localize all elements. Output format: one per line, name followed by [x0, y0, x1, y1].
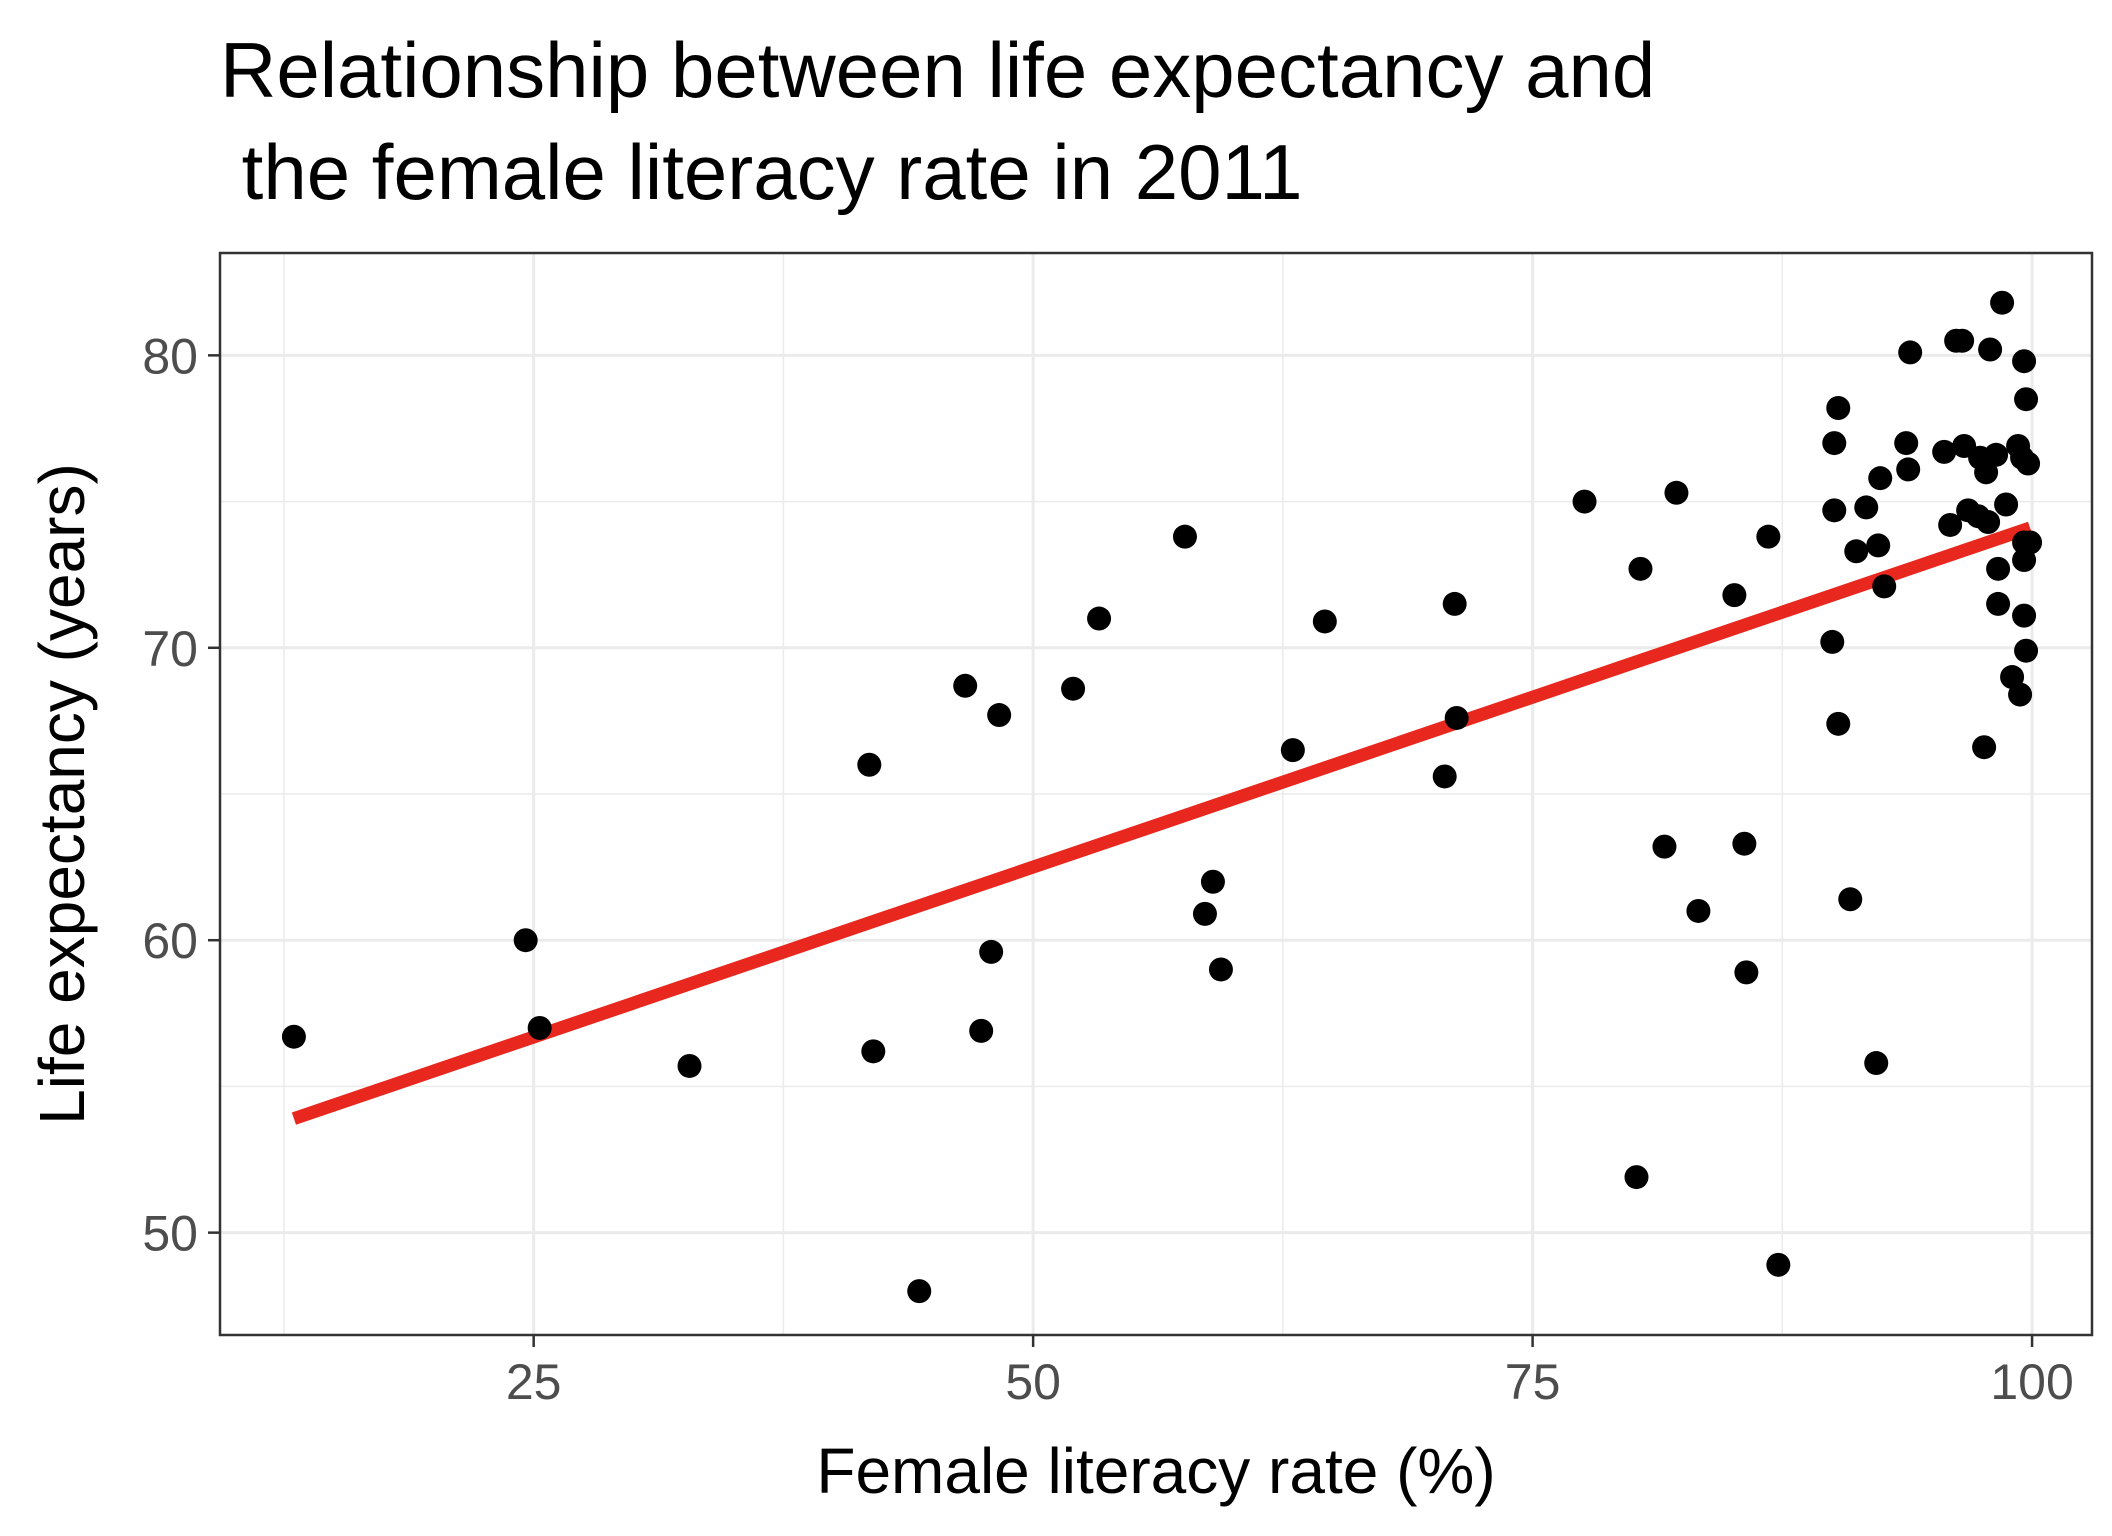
data-point — [1442, 591, 1467, 616]
data-point — [527, 1015, 552, 1040]
data-point — [1664, 480, 1689, 505]
data-point — [1820, 629, 1845, 654]
data-point — [1572, 489, 1597, 514]
data-point — [1444, 705, 1469, 730]
data-point — [677, 1053, 702, 1078]
y-axis-title: Life expectancy (years) — [26, 463, 98, 1125]
data-point — [1986, 591, 2011, 616]
data-point — [1894, 431, 1919, 456]
data-point — [1280, 738, 1305, 763]
data-point — [2018, 530, 2043, 555]
y-tick-label: 50 — [142, 1206, 198, 1262]
minor-gridlines — [220, 253, 2092, 1335]
trend-line — [291, 521, 2033, 1125]
data-point — [2012, 349, 2037, 374]
data-point — [2008, 682, 2033, 707]
data-point — [1896, 457, 1921, 482]
data-point — [1087, 606, 1112, 631]
data-point — [1722, 583, 1747, 608]
data-point — [1766, 1252, 1791, 1277]
data-point — [1826, 711, 1851, 736]
trend-layer — [291, 521, 2033, 1125]
data-point — [1822, 431, 1847, 456]
data-point — [1732, 831, 1757, 856]
data-point — [281, 1024, 306, 1049]
data-point — [1938, 512, 1963, 537]
x-tick-label: 75 — [1505, 1354, 1561, 1410]
data-point — [1844, 539, 1869, 564]
data-point — [1994, 492, 2019, 517]
data-point — [1864, 1051, 1889, 1076]
data-point — [1978, 337, 2003, 362]
data-point — [861, 1039, 886, 1064]
chart-title-line-1: Relationship between life expectancy and — [220, 26, 1655, 114]
data-point — [1192, 901, 1217, 926]
data-point — [1974, 460, 1999, 485]
x-tick-label: 50 — [1005, 1354, 1061, 1410]
data-point — [2016, 451, 2041, 476]
data-point — [1312, 609, 1337, 634]
data-point — [1734, 960, 1759, 985]
data-point — [2012, 603, 2037, 628]
data-point — [1872, 574, 1897, 599]
data-point — [953, 673, 978, 698]
data-point — [1990, 290, 2015, 315]
y-tick-label: 80 — [142, 328, 198, 384]
data-point — [1868, 466, 1893, 491]
data-point — [1854, 495, 1879, 520]
data-point — [1628, 556, 1653, 581]
data-point — [1898, 340, 1923, 365]
data-point — [1984, 442, 2009, 467]
data-point — [979, 939, 1004, 964]
y-tick-label: 70 — [142, 621, 198, 677]
data-point — [513, 928, 538, 953]
data-point — [1432, 764, 1457, 789]
data-point — [907, 1279, 932, 1304]
data-point — [1932, 439, 1957, 464]
data-point — [1976, 510, 2001, 535]
data-point — [1972, 735, 1997, 760]
x-axis-title: Female literacy rate (%) — [816, 1435, 1495, 1507]
data-point — [1866, 533, 1891, 558]
chart-title-line-2: the female literacy rate in 2011 — [220, 128, 1302, 216]
data-point — [1208, 957, 1233, 982]
data-point — [2014, 387, 2039, 412]
data-point — [1826, 395, 1851, 420]
data-point — [1061, 676, 1086, 701]
data-point — [1624, 1165, 1649, 1190]
y-axis-ticks: 50 60 70 80 — [142, 328, 220, 1262]
data-points — [281, 290, 2043, 1304]
data-point — [987, 703, 1012, 728]
data-point — [857, 752, 882, 777]
data-point — [1652, 834, 1677, 859]
data-point — [1822, 498, 1847, 523]
data-point — [1986, 556, 2011, 581]
x-tick-label: 100 — [1990, 1354, 2073, 1410]
data-point — [1950, 328, 1975, 353]
plot-border — [218, 251, 2094, 1337]
data-point — [1756, 524, 1781, 549]
x-axis-ticks: 25 50 75 100 — [506, 1335, 2074, 1410]
data-point — [1686, 898, 1711, 923]
y-tick-label: 60 — [142, 913, 198, 969]
data-point — [1838, 887, 1863, 912]
data-point — [1200, 869, 1225, 894]
data-point — [1172, 524, 1197, 549]
x-tick-label: 25 — [506, 1354, 562, 1410]
data-point — [2014, 638, 2039, 663]
data-point — [969, 1018, 994, 1043]
